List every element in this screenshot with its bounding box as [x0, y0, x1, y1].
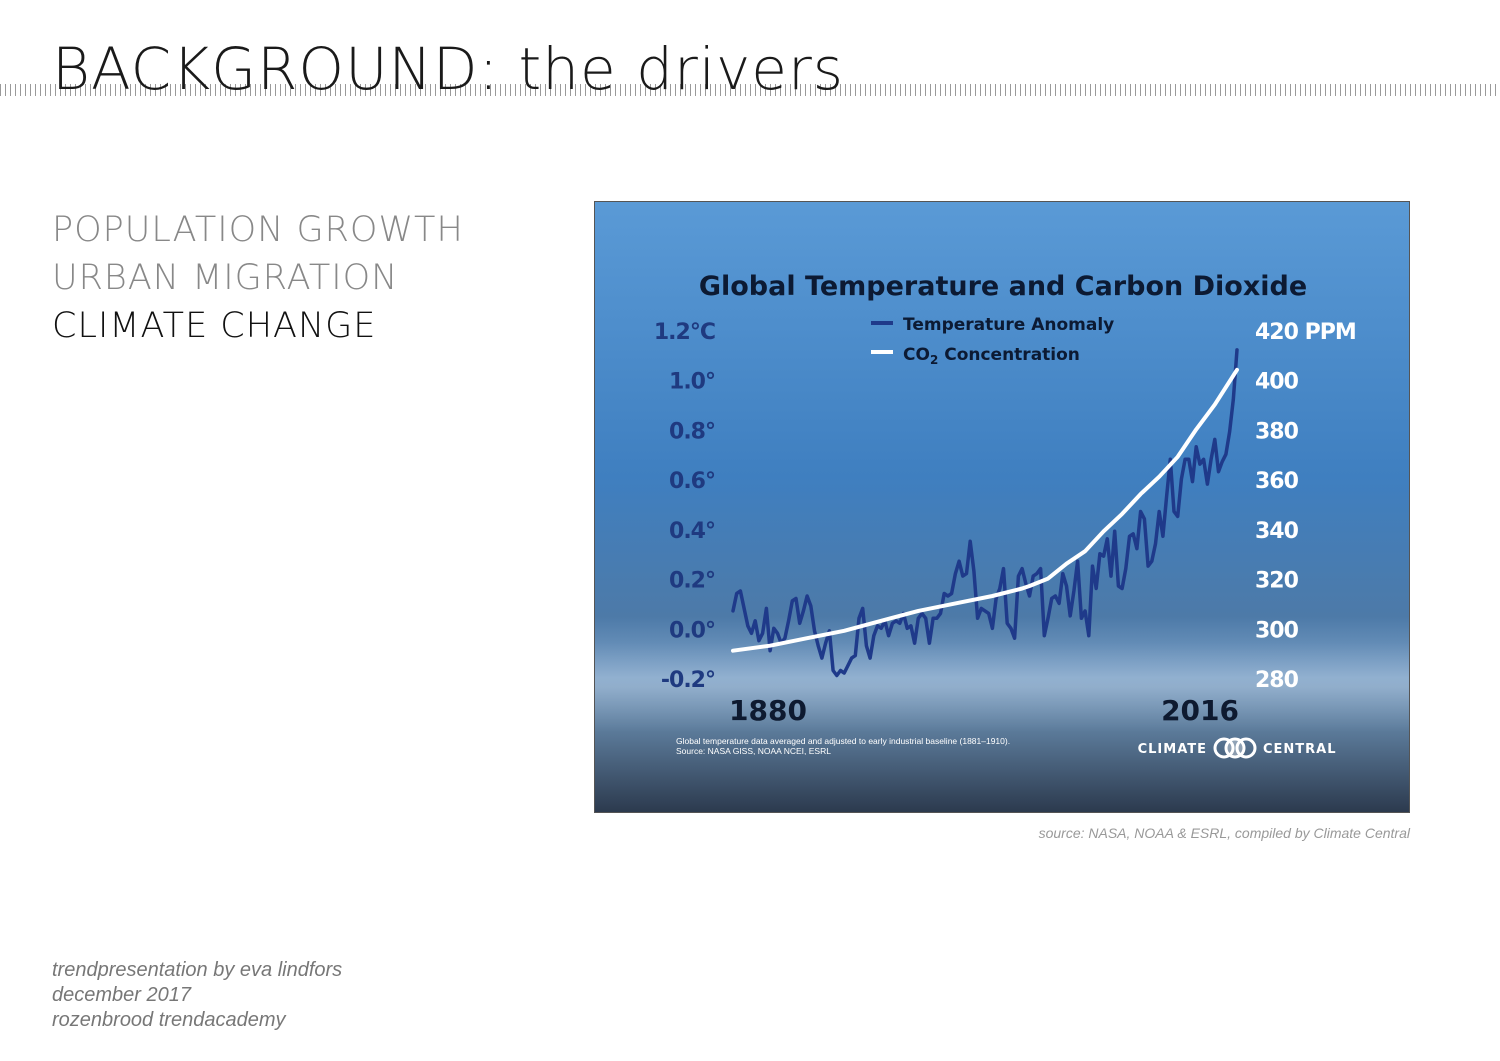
left-tick-label: 0.6°: [669, 469, 715, 494]
credit-date: december 2017: [52, 984, 191, 1006]
x-end-label: 2016: [1161, 694, 1239, 727]
right-axis-ticks: 420 PPM 400 380 360 340 320 300 280: [1255, 320, 1357, 693]
right-tick-label: 380: [1255, 419, 1299, 444]
right-tick-label: 280: [1255, 668, 1299, 693]
chart-legend: Temperature Anomaly CO2 Concentration: [871, 315, 1114, 367]
header-ruler: [0, 84, 1500, 96]
left-tick-label: 0.8°: [669, 419, 715, 444]
x-start-label: 1880: [729, 694, 807, 727]
credit-author: trendpresentation by eva lindfors: [52, 959, 343, 981]
brand-right-text: CENTRAL: [1263, 742, 1337, 757]
chart-note-line-2: Source: NASA GISS, NOAA NCEI, ESRL: [676, 746, 831, 756]
source-caption: source: NASA, NOAA & ESRL, compiled by C…: [1038, 825, 1410, 841]
left-axis-ticks: 1.2°C 1.0° 0.8° 0.6° 0.4° 0.2° 0.0° -0.2°: [654, 320, 716, 693]
left-tick-label: 0.0°: [669, 618, 715, 643]
driver-climate-change: CLIMATE CHANGE: [52, 306, 377, 346]
left-tick-label: 0.4°: [669, 519, 715, 544]
left-tick-label: 0.2°: [669, 569, 715, 594]
right-tick-label: 340: [1255, 519, 1299, 544]
chart-title: Global Temperature and Carbon Dioxide: [699, 271, 1307, 302]
left-tick-label: -0.2°: [661, 668, 715, 693]
chart-note-line-1: Global temperature data averaged and adj…: [676, 736, 1010, 746]
right-tick-label: 400: [1255, 370, 1299, 395]
chart-frame: Global Temperature and Carbon Dioxide Te…: [594, 201, 1410, 813]
credits: trendpresentation by eva lindfors decemb…: [52, 958, 342, 1033]
right-tick-label: 320: [1255, 569, 1299, 594]
slide-title: BACKGROUND: the drivers: [52, 35, 845, 103]
left-tick-label: 1.0°: [669, 370, 715, 395]
right-tick-label: 360: [1255, 469, 1299, 494]
driver-population-growth: POPULATION GROWTH: [52, 210, 464, 250]
driver-urban-migration: URBAN MIGRATION: [52, 258, 399, 298]
brand-circle-left: [1213, 737, 1235, 759]
right-tick-label: 420 PPM: [1255, 320, 1356, 345]
temperature-co2-chart: Global Temperature and Carbon Dioxide Te…: [595, 202, 1409, 812]
brand-circle-right: [1235, 737, 1257, 759]
credit-organization: rozenbrood trendacademy: [52, 1009, 286, 1031]
climate-central-logo: CLIMATE CENTRAL: [1138, 737, 1337, 759]
brand-left-text: CLIMATE: [1138, 742, 1207, 757]
chart-haze: [595, 642, 1409, 732]
right-tick-label: 300: [1255, 618, 1299, 643]
series-layer: [731, 348, 1239, 678]
legend-label-co2: CO2 Concentration: [903, 345, 1080, 367]
driver-list: POPULATION GROWTH URBAN MIGRATION CLIMAT…: [52, 206, 464, 350]
left-tick-label: 1.2°C: [654, 320, 715, 345]
temperature-anomaly-line: [731, 348, 1239, 678]
legend-label-temperature: Temperature Anomaly: [903, 315, 1114, 335]
co2-concentration-line: [731, 367, 1239, 653]
